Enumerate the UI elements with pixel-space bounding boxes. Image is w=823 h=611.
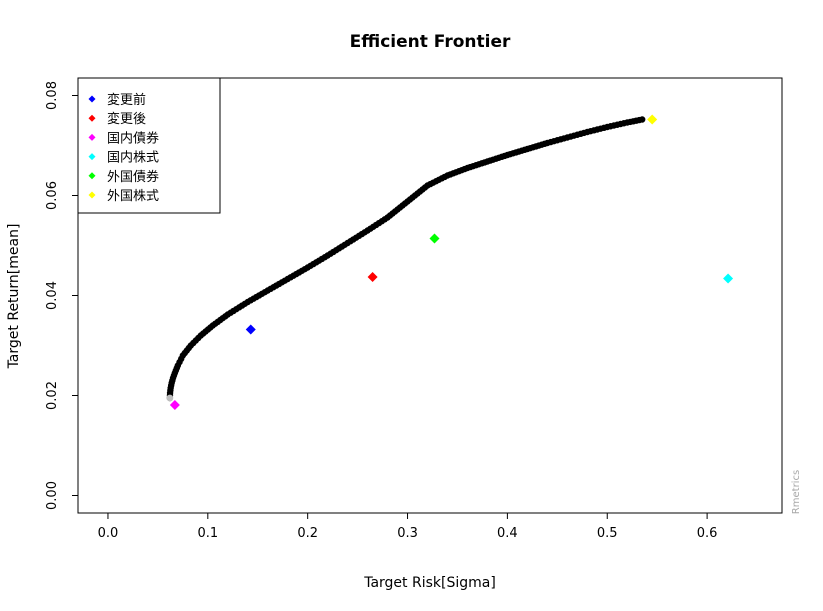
frontier-point	[638, 116, 646, 123]
chart-title: Efficient Frontier	[350, 32, 511, 52]
asset-point	[429, 233, 440, 244]
asset-point	[723, 273, 734, 284]
y-tick-label: 0.02	[45, 381, 60, 410]
x-tick-label: 0.2	[297, 526, 318, 541]
x-tick-label: 0.4	[497, 526, 518, 541]
x-tick-label: 0.1	[197, 526, 218, 541]
y-axis-label: Target Return[mean]	[6, 224, 22, 370]
x-tick-label: 0.5	[597, 526, 618, 541]
minimum-variance-point	[166, 394, 174, 402]
legend-marker	[88, 172, 96, 180]
frontier-points	[166, 116, 646, 402]
legend-marker	[88, 153, 96, 161]
asset-point	[647, 114, 658, 125]
y-tick-label: 0.04	[45, 281, 60, 310]
legend-marker	[88, 95, 96, 103]
legend-marker	[88, 133, 96, 141]
legend-label: 変更後	[107, 111, 146, 127]
x-tick-label: 0.3	[397, 526, 418, 541]
legend-label: 外国債券	[107, 169, 159, 185]
asset-point	[367, 272, 378, 282]
legend-box	[77, 77, 221, 214]
y-tick-label: 0.06	[45, 181, 60, 210]
legend-label: 国内株式	[107, 150, 159, 166]
legend-label: 変更前	[107, 92, 146, 108]
legend-label: 国内債券	[107, 130, 159, 146]
x-axis-label: Target Risk[Sigma]	[363, 575, 496, 591]
rmetrics-credit: Rmetrics	[791, 470, 802, 514]
asset-point	[169, 400, 180, 410]
x-axis: 0.0 0.1 0.2 0.3 0.4 0.5 0.6	[98, 512, 718, 541]
legend-label: 外国株式	[107, 189, 159, 204]
asset-points	[169, 114, 734, 410]
y-tick-label: 0.08	[45, 81, 60, 110]
y-tick-label: 0.00	[45, 481, 60, 510]
legend-marker	[88, 191, 96, 199]
asset-point	[245, 324, 256, 335]
legend-marker	[88, 114, 96, 122]
x-tick-label: 0.6	[697, 526, 718, 541]
y-axis: 0.00 0.02 0.04 0.06 0.08	[45, 81, 79, 510]
x-tick-label: 0.0	[98, 526, 119, 541]
